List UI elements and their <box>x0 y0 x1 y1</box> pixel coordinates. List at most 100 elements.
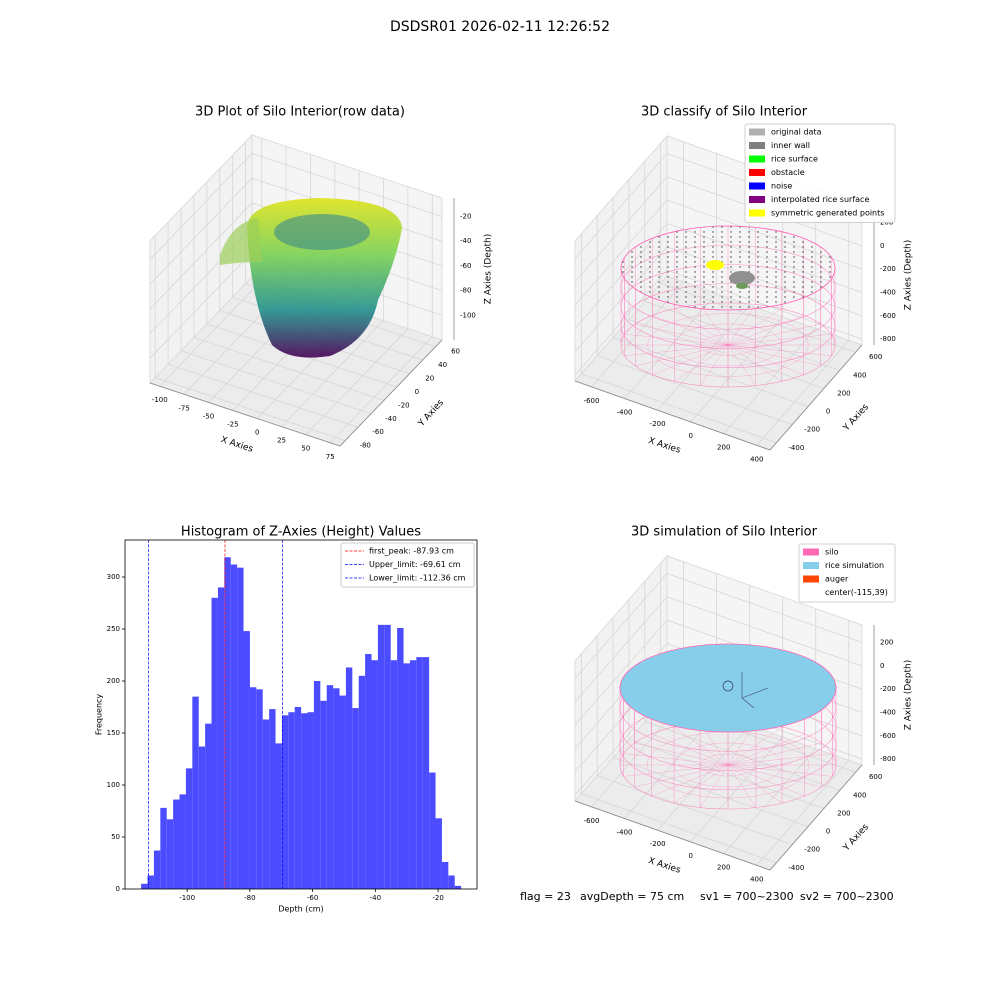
silo-ring <box>673 742 783 788</box>
bar <box>288 712 295 889</box>
z-tick-label: -60 <box>460 262 471 270</box>
legend-label: auger <box>825 575 849 584</box>
x-tick-label: -600 <box>584 817 600 825</box>
x-axis-label: X Axies <box>647 856 682 876</box>
legend-label: rice simulation <box>825 561 884 570</box>
z-tick-label: -600 <box>880 732 896 740</box>
y-tick-label: 50 <box>111 833 120 841</box>
grid-line <box>723 748 817 854</box>
legend-box <box>798 543 896 603</box>
axis-line <box>574 380 771 451</box>
silo-ring <box>700 753 756 777</box>
z-tick-label: -400 <box>880 709 896 717</box>
y-tick-label: 400 <box>853 791 866 799</box>
axis-line <box>769 764 863 871</box>
grid-line <box>149 177 253 285</box>
x-tick-label: -50 <box>203 412 214 420</box>
grid-line <box>180 350 372 415</box>
legend-swatch <box>749 155 765 163</box>
legend-label: symmetric generated points <box>771 209 884 218</box>
grid-line <box>574 176 668 283</box>
bar <box>166 819 174 889</box>
y-tick-label: -200 <box>804 846 820 854</box>
x-tick-label: 400 <box>750 455 763 463</box>
bar <box>365 653 372 889</box>
grid-line <box>628 319 825 389</box>
bar <box>275 743 282 889</box>
x-tick-label: -75 <box>178 404 189 412</box>
bar <box>454 885 462 889</box>
bar <box>147 875 154 889</box>
y-tick-label: 250 <box>107 625 120 633</box>
grid-line <box>666 573 863 643</box>
x-tick-label: 400 <box>750 875 763 883</box>
bar <box>217 587 225 889</box>
z-tick-label: 0 <box>880 242 884 250</box>
bar <box>409 660 417 889</box>
z-tick-label: 200 <box>880 639 893 647</box>
z-tick-label: -400 <box>880 289 896 297</box>
bar <box>416 657 423 889</box>
grid-line <box>756 340 850 446</box>
grid-line <box>612 337 809 407</box>
x-tick-label: -80 <box>244 894 255 902</box>
y-axis-label: Y Axies <box>841 402 871 434</box>
grid-line <box>329 336 433 444</box>
z-tick-label: -800 <box>880 335 896 343</box>
y-tick-label: 200 <box>837 809 850 817</box>
bar <box>294 707 302 889</box>
bar <box>185 768 193 889</box>
axis-line <box>339 339 443 447</box>
y-tick-label: -60 <box>372 428 383 436</box>
bar <box>237 567 244 889</box>
bar <box>269 709 276 889</box>
bar <box>345 667 353 889</box>
grid-line <box>624 293 717 399</box>
grid-line <box>149 153 253 260</box>
y-tick-label: -400 <box>788 444 804 452</box>
z-tick-label: -40 <box>460 237 471 245</box>
bar <box>339 695 346 889</box>
legend-swatch <box>749 182 765 190</box>
legend-label: original data <box>771 128 822 137</box>
bar <box>307 712 314 889</box>
y-axis-label: Y Axies <box>416 398 446 430</box>
grid-line <box>155 377 346 442</box>
bar <box>173 799 180 889</box>
y-tick-label: 20 <box>425 375 434 383</box>
y-tick-label: 0 <box>415 388 419 396</box>
z-tick-label: 0 <box>880 662 884 670</box>
silo-top <box>619 643 837 733</box>
legend-label: Lower_limit: -112.36 cm <box>369 574 466 583</box>
symmetric-blob <box>706 260 724 270</box>
y-tick-label: 600 <box>869 773 882 781</box>
y-tick-label: 150 <box>107 729 120 737</box>
bar <box>422 657 430 889</box>
y-tick-label: 300 <box>107 573 120 581</box>
legend-label: obstacle <box>771 168 805 177</box>
y-axis-label: Y Axies <box>841 822 871 854</box>
auger-axis <box>741 687 769 699</box>
status-text: sv2 = 700~2300 <box>800 890 894 903</box>
bar <box>230 564 238 889</box>
bar <box>141 883 148 889</box>
z-tick-label: -200 <box>880 685 896 693</box>
y-tick-label: -200 <box>804 426 820 434</box>
figure-title: DSDSR01 2026-02-11 12:26:52 <box>390 19 610 35</box>
legend-box <box>744 123 896 223</box>
legend-swatch <box>749 142 765 149</box>
y-tick-label: 200 <box>107 677 120 685</box>
y-tick-label: 200 <box>837 389 850 397</box>
chart-title: Histogram of Z-Axies (Height) Values <box>181 525 421 540</box>
grid-line <box>574 596 668 703</box>
z-axis-label: Z Axies (Depth) <box>904 240 914 311</box>
x-tick-label: -400 <box>617 409 633 417</box>
bar <box>403 663 410 889</box>
inner-wall-blob <box>729 271 755 285</box>
grid-line <box>723 328 817 434</box>
y-tick-label: -40 <box>385 415 396 423</box>
bar <box>205 723 212 889</box>
bar <box>192 696 199 889</box>
x-tick-label: -200 <box>650 420 666 428</box>
legend-label: first_peak: -87.93 cm <box>369 547 454 556</box>
